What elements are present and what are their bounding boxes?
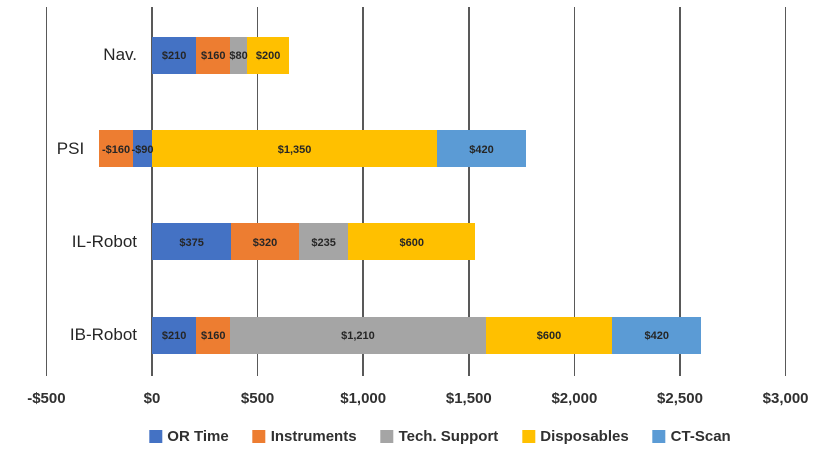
axis-tick-label-1500: $1,500 — [445, 390, 492, 407]
chart-legend: OR Time Instruments Tech. Support Disposabl… — [149, 428, 731, 445]
data-label: $160 — [200, 330, 226, 342]
data-label: $235 — [311, 236, 336, 249]
bar-segment-instruments — [196, 316, 231, 354]
legend-label-ct-scan: CT-Scan — [670, 428, 731, 445]
legend-item-ct-scan: CT-Scan — [652, 428, 731, 445]
gridline-0 — [151, 7, 153, 376]
legend-swatch-icon-or-time — [149, 430, 163, 443]
bar-segment-or-time — [152, 316, 197, 354]
bar-segment-instruments — [99, 130, 133, 167]
gridline-2500 — [679, 7, 681, 376]
legend-item-instruments: Instruments — [252, 428, 357, 445]
gridline-1000 — [362, 7, 364, 376]
legend-item-tech-support: Tech. Support — [380, 428, 499, 445]
legend-swatch-icon-instruments — [252, 430, 266, 443]
bar-segment-or-time — [152, 223, 232, 260]
data-label: $210 — [161, 330, 187, 342]
data-label: -$160 — [102, 143, 131, 156]
axis-tick-label-1000: $1,000 — [340, 390, 387, 407]
axis-tick-label-2000: $2,000 — [551, 390, 598, 407]
data-label: $420 — [644, 330, 670, 342]
bar-segment-disposables — [485, 316, 613, 354]
bar-segment-disposables — [152, 130, 438, 167]
data-label: $80 — [229, 50, 248, 62]
gridline-500 — [256, 7, 259, 376]
bar-segment-tech-support — [298, 223, 349, 260]
data-label: $1,350 — [277, 143, 312, 156]
category-label-nav: Nav. — [103, 45, 137, 64]
data-label: -$90 — [131, 143, 154, 156]
data-label: $420 — [469, 143, 494, 156]
data-label: $1,210 — [341, 330, 375, 342]
legend-label-disposables: Disposables — [540, 428, 629, 445]
axis-tick-label-2500: $2,500 — [657, 390, 703, 407]
data-label: $600 — [399, 236, 425, 249]
data-label: $375 — [179, 236, 204, 249]
axis-tick-label-0: $0 — [143, 390, 161, 407]
category-label-psi: PSI — [56, 138, 85, 158]
bar-segment-tech-support — [230, 36, 248, 74]
gridline-3000 — [784, 7, 787, 376]
axis-tick-label-3000: $3,000 — [762, 390, 809, 407]
gridline--500 — [45, 7, 48, 376]
legend-label-tech-support: Tech. Support — [398, 428, 499, 445]
gridline-2000 — [573, 7, 576, 376]
category-label-ib-robot: IB-Robot — [69, 325, 137, 344]
legend-label-instruments: Instruments — [270, 428, 357, 445]
bar-segment-ct-scan — [612, 316, 702, 354]
bar-segment-or-time — [152, 36, 197, 74]
legend-swatch-icon-disposables — [522, 430, 536, 443]
category-label-il-robot: IL-Robot — [71, 231, 137, 251]
data-label: $210 — [161, 50, 187, 62]
bar-segment-disposables — [247, 36, 290, 74]
legend-swatch-icon-ct-scan — [652, 430, 666, 443]
bar-segment-tech-support — [230, 316, 486, 354]
bar-segment-instruments — [196, 36, 231, 74]
data-label: $160 — [200, 50, 226, 62]
legend-swatch-icon-tech-support — [380, 430, 394, 443]
axis-tick-label-500: $500 — [240, 390, 275, 407]
bar-segment-instruments — [231, 223, 299, 260]
bar-segment-ct-scan — [437, 130, 526, 167]
legend-item-disposables: Disposables — [522, 428, 629, 445]
data-label: $320 — [252, 236, 278, 249]
gridline-1500 — [468, 7, 470, 376]
legend-item-or-time: OR Time — [149, 428, 229, 445]
legend-label-or-time: OR Time — [167, 428, 229, 445]
bar-segment-or-time — [132, 130, 152, 167]
data-label: $200 — [255, 50, 281, 62]
bar-segment-disposables — [348, 223, 476, 260]
data-label: $600 — [536, 330, 562, 342]
axis-tick-label--500: -$500 — [27, 390, 66, 407]
